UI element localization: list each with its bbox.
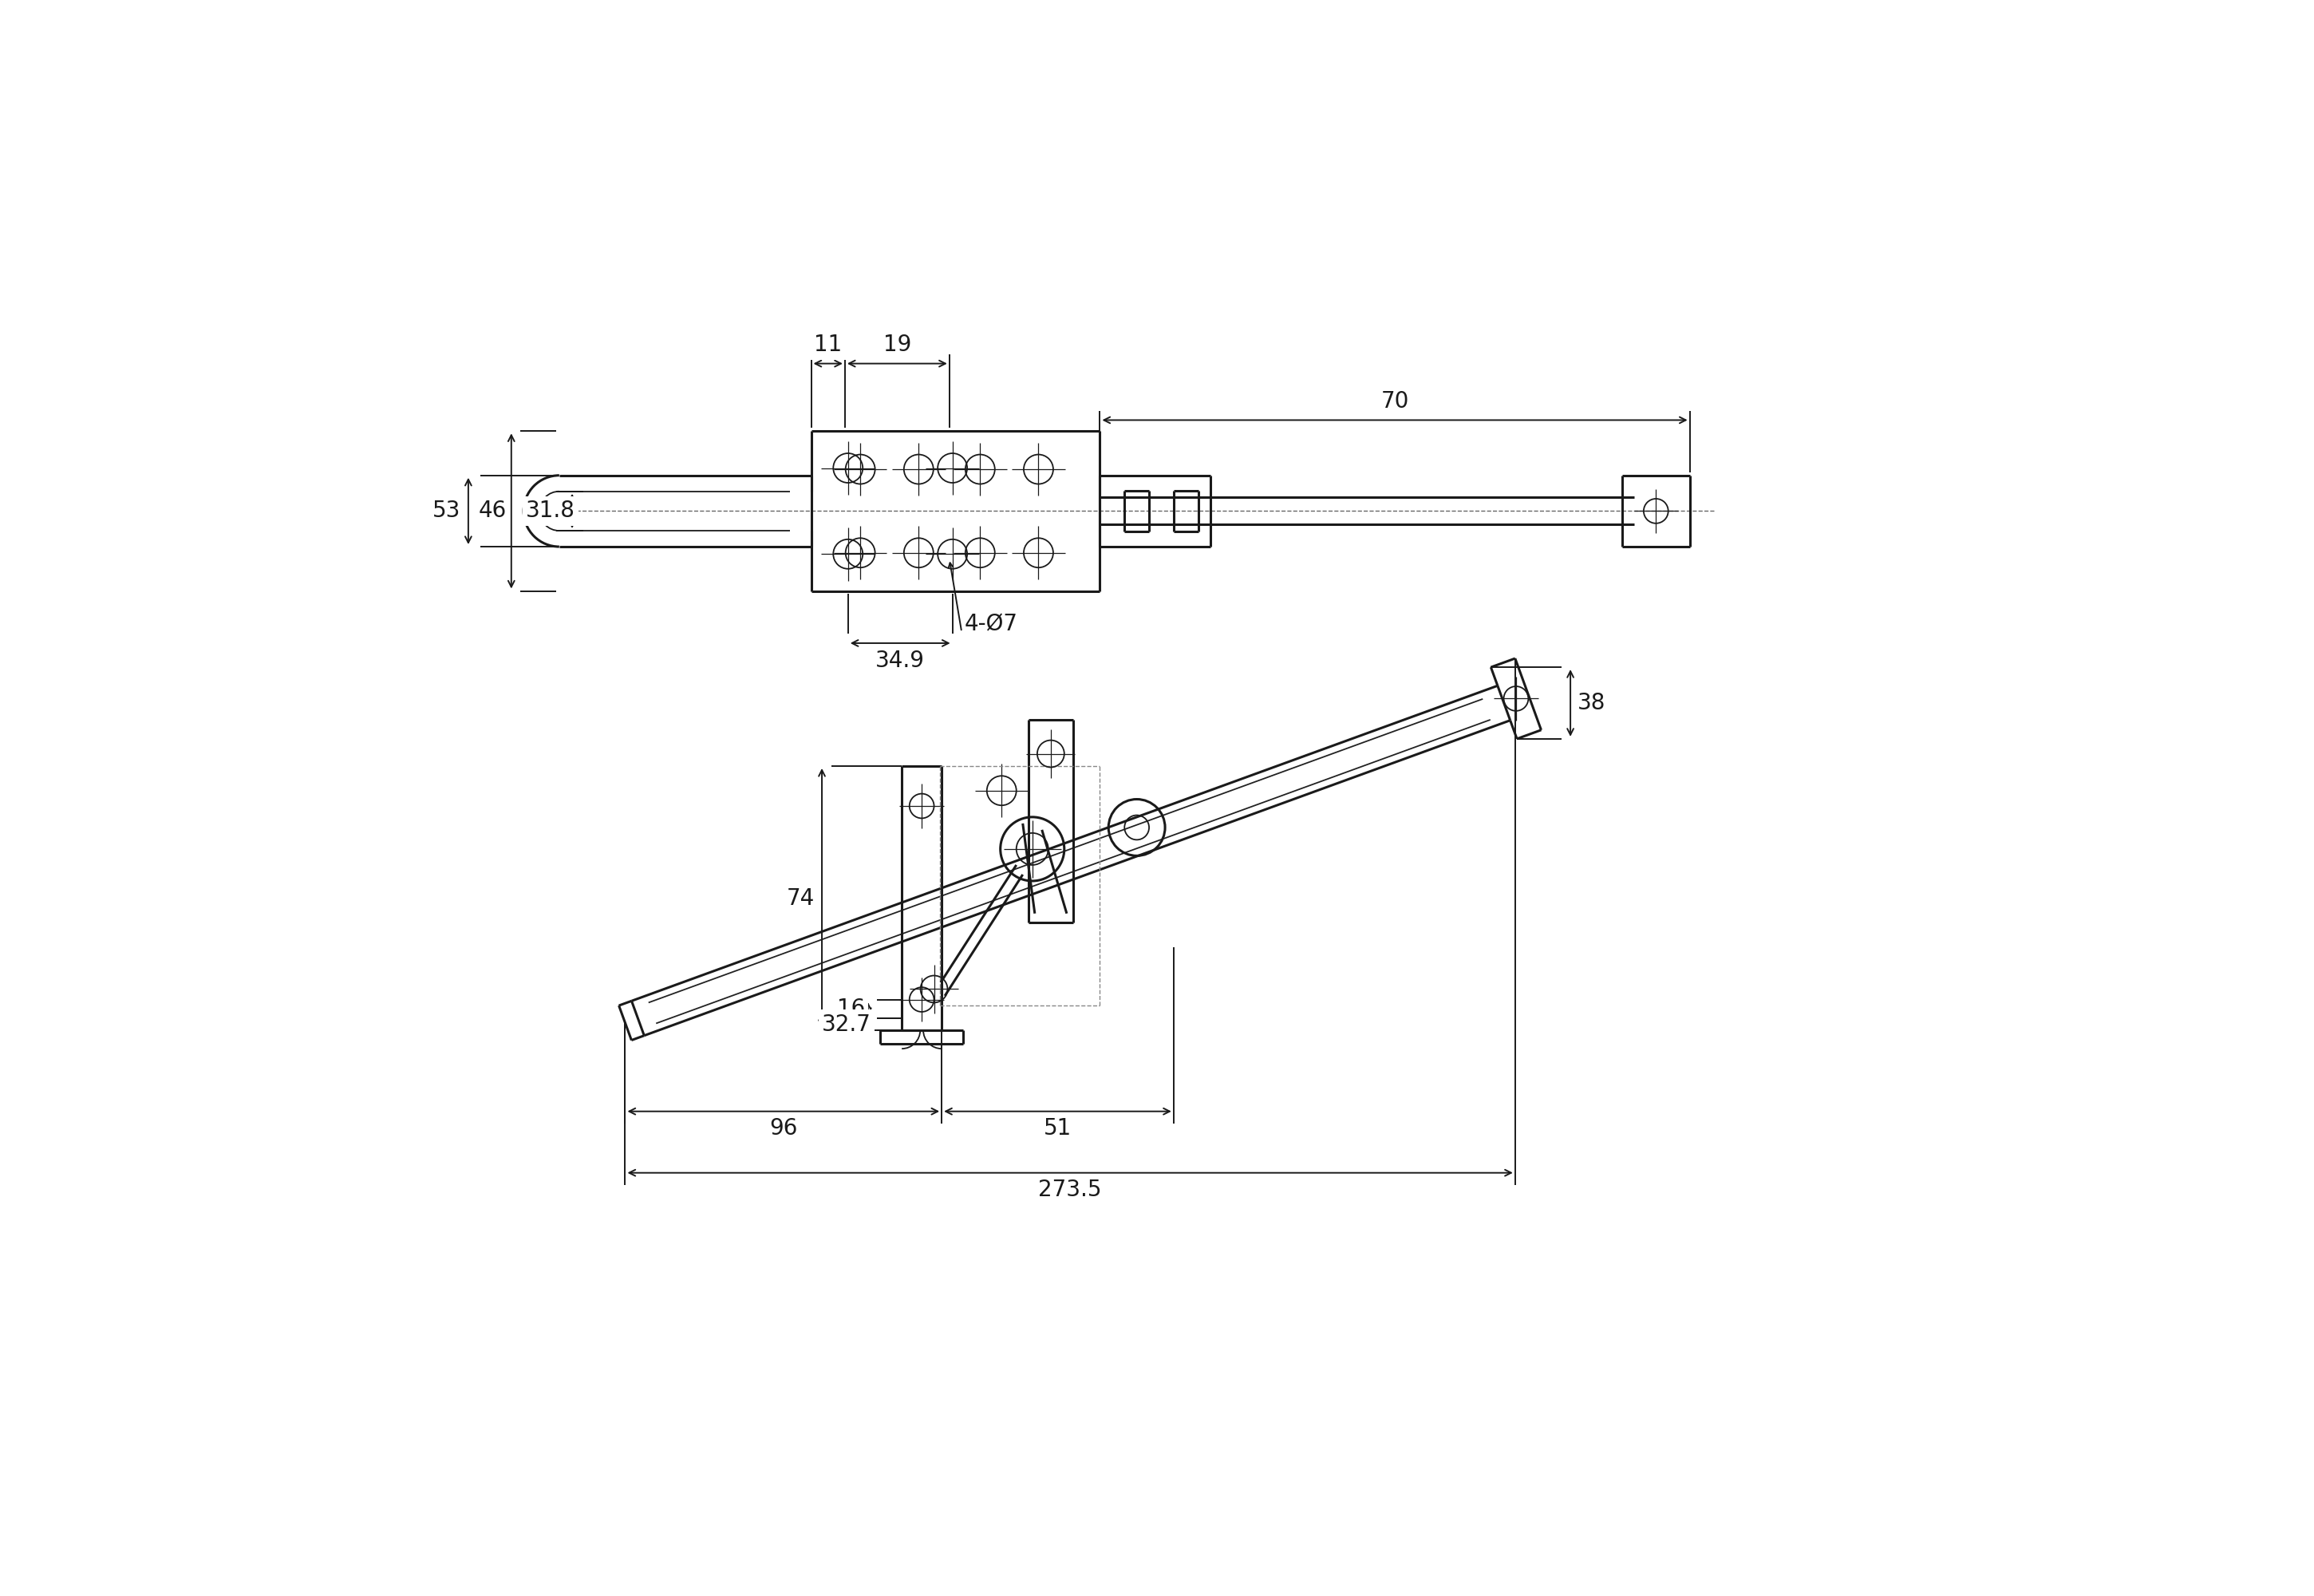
Text: 38: 38 — [1578, 691, 1606, 713]
Text: 70: 70 — [1381, 391, 1409, 413]
Text: 46: 46 — [479, 500, 507, 522]
Text: 31.8: 31.8 — [525, 500, 576, 522]
Text: 34.9: 34.9 — [875, 650, 926, 672]
Text: 273.5: 273.5 — [1039, 1179, 1101, 1202]
Text: 19: 19 — [884, 334, 912, 356]
Text: 16: 16 — [838, 998, 865, 1020]
Text: 74: 74 — [787, 887, 815, 910]
Text: 96: 96 — [768, 1117, 798, 1140]
Text: 11: 11 — [815, 334, 842, 356]
Text: 53: 53 — [433, 500, 460, 522]
Text: 51: 51 — [1044, 1117, 1071, 1140]
Text: 32.7: 32.7 — [821, 1013, 870, 1036]
Text: 4-Ø7: 4-Ø7 — [965, 613, 1018, 635]
